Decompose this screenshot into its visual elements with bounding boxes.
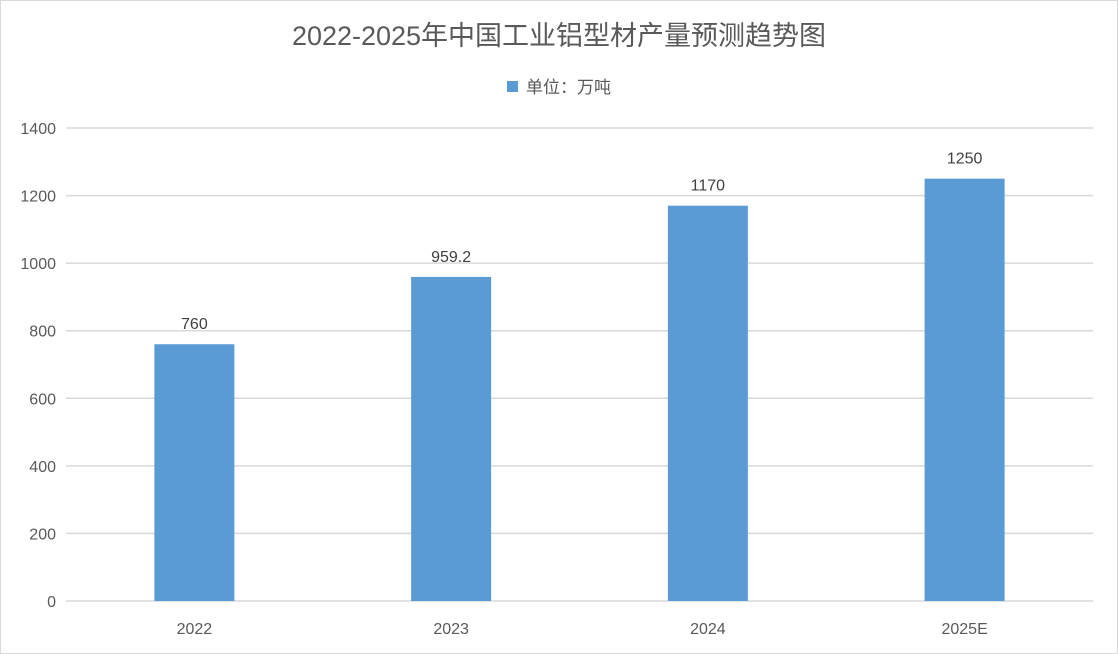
y-tick-label: 800: [29, 324, 56, 341]
data-label: 1170: [691, 178, 726, 195]
y-tick-label: 1000: [20, 256, 56, 273]
data-label: 959.2: [431, 249, 471, 266]
bar: [411, 276, 492, 601]
x-tick-label: 2023: [433, 621, 469, 638]
chart-title: 2022-2025年中国工业铝型材产量预测趋势图: [291, 21, 827, 51]
legend-swatch: [507, 81, 518, 93]
chart-legend: 单位：万吨: [0, 73, 1118, 98]
y-tick-label: 600: [29, 391, 56, 408]
y-tick-label: 200: [29, 526, 56, 543]
y-tick-label: 400: [29, 459, 56, 476]
data-label: 760: [181, 316, 208, 333]
x-tick-label: 2024: [690, 621, 726, 638]
legend-label: 单位：万吨: [526, 78, 611, 97]
bar: [924, 178, 1005, 601]
bar: [154, 344, 235, 601]
y-tick-label: 0: [47, 594, 56, 611]
y-tick-label: 1400: [20, 121, 56, 138]
data-label: 1250: [947, 151, 983, 168]
bar: [667, 205, 748, 601]
x-tick-label: 2022: [177, 621, 213, 638]
x-tick-label: 2025E: [941, 621, 987, 638]
y-tick-label: 1200: [20, 189, 56, 206]
